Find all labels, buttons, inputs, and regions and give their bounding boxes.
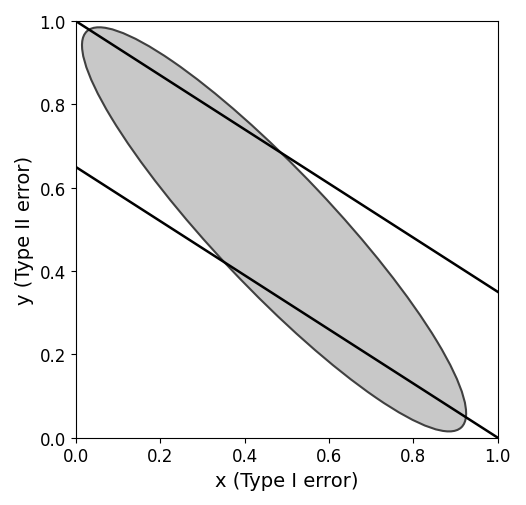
Ellipse shape — [82, 28, 466, 432]
X-axis label: x (Type I error): x (Type I error) — [215, 471, 359, 490]
Y-axis label: y (Type II error): y (Type II error) — [15, 156, 34, 305]
